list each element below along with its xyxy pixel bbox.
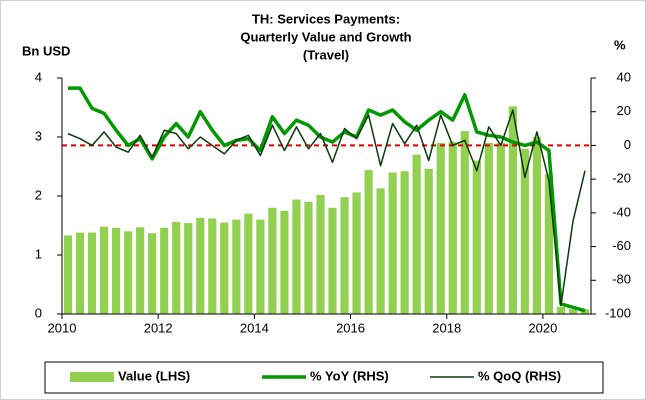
bar [520,148,529,314]
bar [328,207,337,314]
bar [172,221,181,314]
bar [304,201,313,314]
line-series [68,86,586,313]
bar [244,213,253,314]
bar [112,227,121,314]
bar [87,232,97,314]
bar [268,207,277,314]
bar [340,197,349,314]
bar [75,232,85,314]
bar [196,217,205,314]
legend-label: % QoQ (RHS) [478,368,561,383]
bar [292,199,301,314]
bar [508,106,517,314]
x-tick-label: 2018 [432,320,461,335]
bar [280,210,289,314]
bar [184,223,193,314]
chart-title: (Travel) [303,47,349,62]
bar [544,174,554,314]
x-tick-label: 2012 [144,320,173,335]
bar [568,309,578,314]
bar [376,188,385,314]
y2-tick-label: -60 [612,238,631,253]
bar [556,306,566,314]
y2-tick-label: -20 [612,171,631,186]
bar [208,218,217,314]
bar [160,227,169,314]
bar [484,142,493,314]
y2-axis-label: % [614,37,626,52]
chart-title: TH: Services Payments: [252,11,400,26]
y-tick-label: 1 [35,246,42,261]
bar [412,154,421,314]
y2-tick-label: -100 [605,305,631,320]
legend-box [44,361,604,394]
y2-tick-label: 20 [617,103,631,118]
y2-tick-label: 0 [624,137,631,152]
x-tick-label: 2020 [528,320,557,335]
bar [388,172,397,314]
x-tick-label: 2014 [240,320,269,335]
bar [256,219,265,314]
bar [364,170,373,314]
legend-label: % YoY (RHS) [310,368,389,383]
legend-swatch [70,372,114,382]
bar [472,160,481,314]
y-tick-label: 2 [35,187,42,202]
y2-tick-label: -80 [612,272,631,287]
bar [400,171,409,314]
y-tick-label: 3 [35,128,42,143]
chart-title: Quarterly Value and Growth [240,29,411,44]
bar [580,309,590,314]
line-series [67,109,586,307]
bar [232,219,241,314]
bar [136,227,145,314]
bar [448,141,457,314]
y2-tick-label: -40 [612,204,631,219]
bar [220,222,229,314]
x-tick-label: 2016 [336,320,365,335]
bar [148,233,157,314]
legend-label: Value (LHS) [118,368,190,383]
bar [496,142,505,314]
x-tick-label: 2010 [48,320,77,335]
y-tick-label: 0 [35,305,42,320]
bar [352,192,361,314]
bar [63,235,73,314]
bar [124,231,133,314]
y2-tick-label: 40 [617,69,631,84]
bar [460,131,469,314]
y-axis-label: Bn USD [22,43,70,58]
bar [99,226,109,314]
bar [424,168,433,314]
bar [436,142,445,314]
bar [316,194,325,314]
y-tick-label: 4 [35,69,42,84]
bar [532,137,541,314]
